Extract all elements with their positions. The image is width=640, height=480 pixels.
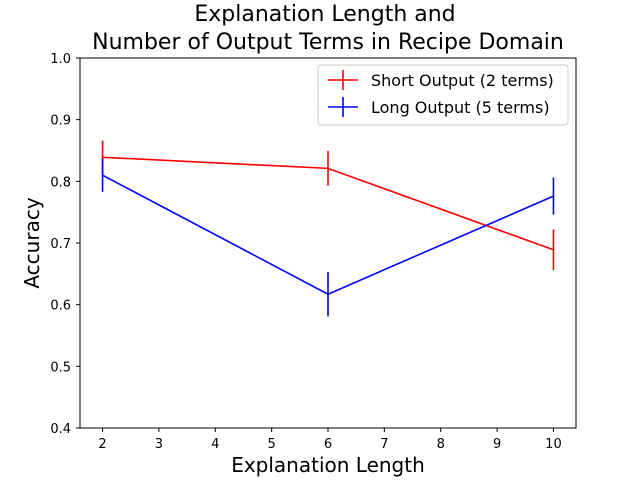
chart-title-line-2: Number of Output Terms in Recipe Domain xyxy=(92,30,564,55)
legend-label-2: Long Output (5 terms) xyxy=(371,98,550,117)
data-point xyxy=(101,174,104,177)
x-tick-label: 8 xyxy=(437,437,445,452)
x-tick-label: 3 xyxy=(155,437,163,452)
x-tick-label: 2 xyxy=(98,437,106,452)
y-axis-label: Accuracy xyxy=(20,197,44,288)
y-tick-label: 0.6 xyxy=(50,299,71,314)
series-layer xyxy=(101,140,555,317)
y-tick-label: 0.9 xyxy=(50,114,71,129)
y-tick-label: 1.0 xyxy=(50,52,71,67)
y-tick-label: 0.5 xyxy=(50,360,71,375)
x-tick-label: 4 xyxy=(211,437,219,452)
chart-title-line-1: Explanation Length and xyxy=(194,2,455,27)
x-tick-label: 6 xyxy=(324,437,332,452)
y-tick-label: 0.8 xyxy=(50,175,71,190)
data-point xyxy=(327,167,329,170)
data-point xyxy=(327,293,329,296)
legend: Short Output (2 terms) Long Output (5 ter… xyxy=(317,64,569,126)
legend-label-1: Short Output (2 terms) xyxy=(371,71,554,90)
legend-box xyxy=(317,64,569,126)
x-axis-label: Explanation Length xyxy=(231,453,425,477)
x-tick-label: 9 xyxy=(493,437,501,452)
data-point xyxy=(101,156,104,159)
data-point xyxy=(552,248,555,251)
data-point xyxy=(552,195,555,198)
y-tick-label: 0.7 xyxy=(50,237,71,252)
y-tick-label: 0.4 xyxy=(50,422,71,437)
y-axis: 0.4 0.5 0.6 0.7 0.8 0.9 1.0 xyxy=(50,52,80,437)
x-axis: 2 3 4 5 6 7 8 9 10 xyxy=(98,428,562,452)
x-tick-label: 7 xyxy=(380,437,388,452)
x-tick-label: 5 xyxy=(267,437,275,452)
x-tick-label: 10 xyxy=(545,437,562,452)
